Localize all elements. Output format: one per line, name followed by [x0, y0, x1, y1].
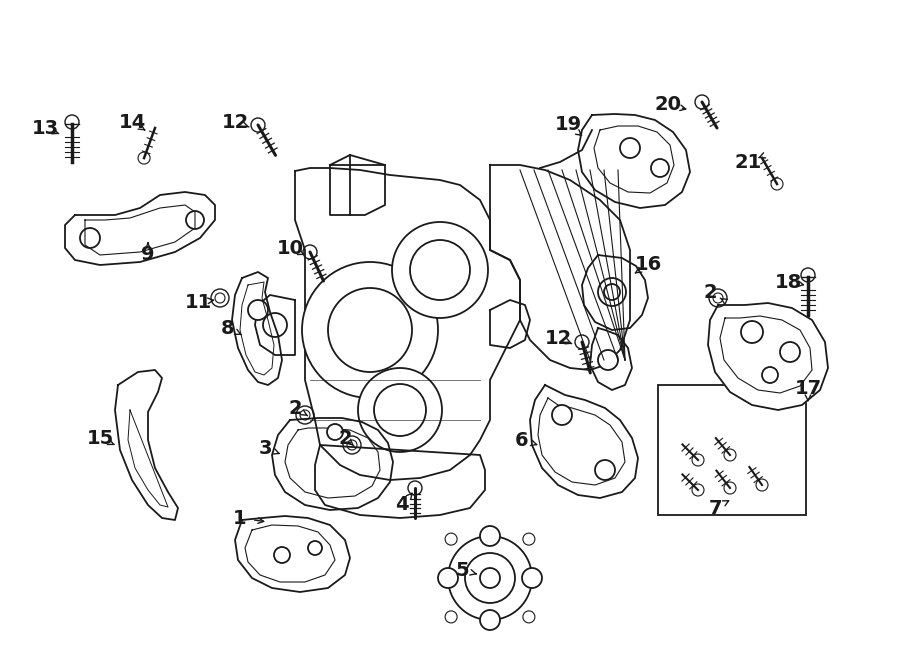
Text: 16: 16 [634, 256, 662, 274]
Polygon shape [590, 328, 632, 390]
Text: 17: 17 [795, 379, 822, 397]
Circle shape [65, 115, 79, 129]
Circle shape [741, 321, 763, 343]
Circle shape [215, 293, 225, 303]
Text: 13: 13 [32, 118, 58, 137]
Text: 20: 20 [654, 95, 681, 114]
Circle shape [724, 449, 736, 461]
Circle shape [438, 568, 458, 588]
Circle shape [695, 95, 709, 109]
Polygon shape [490, 165, 630, 370]
Circle shape [465, 553, 515, 603]
Circle shape [408, 481, 422, 495]
Polygon shape [115, 370, 178, 520]
Circle shape [358, 368, 442, 452]
Text: 8: 8 [221, 319, 235, 338]
Circle shape [302, 262, 438, 398]
Text: 3: 3 [258, 438, 272, 457]
Circle shape [801, 268, 815, 282]
Text: 9: 9 [141, 245, 155, 264]
Circle shape [598, 278, 626, 306]
Circle shape [308, 541, 322, 555]
Text: 2: 2 [338, 428, 352, 447]
Circle shape [480, 610, 500, 630]
Circle shape [327, 424, 343, 440]
Circle shape [523, 533, 535, 545]
Circle shape [138, 152, 150, 164]
Circle shape [480, 526, 500, 546]
Circle shape [448, 536, 532, 620]
Polygon shape [272, 418, 393, 510]
Circle shape [756, 479, 768, 491]
Circle shape [522, 568, 542, 588]
Circle shape [692, 484, 704, 496]
Circle shape [604, 284, 620, 300]
Polygon shape [255, 295, 295, 355]
Text: 5: 5 [455, 561, 469, 580]
Text: 4: 4 [395, 496, 409, 514]
Circle shape [575, 335, 589, 349]
Bar [658, 385, 806, 515]
Circle shape [392, 222, 488, 318]
Circle shape [347, 440, 357, 450]
Circle shape [446, 611, 457, 623]
Circle shape [248, 300, 268, 320]
Circle shape [303, 245, 317, 259]
Circle shape [274, 547, 290, 563]
Circle shape [211, 289, 229, 307]
Circle shape [343, 436, 361, 454]
Text: 6: 6 [515, 430, 529, 449]
Polygon shape [578, 114, 690, 208]
Polygon shape [232, 272, 282, 385]
Circle shape [374, 384, 426, 436]
Polygon shape [708, 303, 828, 410]
Text: 10: 10 [276, 239, 303, 258]
Circle shape [186, 211, 204, 229]
Circle shape [480, 568, 500, 588]
Text: 14: 14 [119, 112, 146, 132]
Polygon shape [330, 165, 385, 215]
Circle shape [251, 118, 265, 132]
Text: 21: 21 [734, 153, 761, 171]
Text: 19: 19 [554, 116, 581, 134]
Circle shape [263, 313, 287, 337]
Circle shape [595, 460, 615, 480]
Polygon shape [490, 300, 530, 348]
Text: 2: 2 [703, 282, 716, 301]
Polygon shape [582, 255, 648, 330]
Text: 18: 18 [774, 272, 802, 292]
Text: 2: 2 [288, 399, 302, 418]
Text: 12: 12 [221, 112, 248, 132]
Circle shape [762, 367, 778, 383]
Circle shape [651, 159, 669, 177]
Circle shape [724, 482, 736, 494]
Polygon shape [235, 516, 350, 592]
Circle shape [410, 240, 470, 300]
Circle shape [552, 405, 572, 425]
Circle shape [620, 138, 640, 158]
Polygon shape [530, 385, 638, 498]
Polygon shape [65, 192, 215, 265]
Circle shape [80, 228, 100, 248]
Circle shape [771, 178, 783, 190]
Text: 1: 1 [233, 508, 247, 527]
Circle shape [328, 288, 412, 372]
Text: 15: 15 [86, 428, 113, 447]
Circle shape [713, 293, 723, 303]
Polygon shape [295, 168, 520, 480]
Text: 12: 12 [544, 329, 572, 348]
Circle shape [709, 289, 727, 307]
Circle shape [300, 410, 310, 420]
Circle shape [446, 533, 457, 545]
Circle shape [598, 350, 618, 370]
Circle shape [692, 454, 704, 466]
Circle shape [296, 406, 314, 424]
Circle shape [780, 342, 800, 362]
Text: 7: 7 [708, 498, 722, 518]
Circle shape [523, 611, 535, 623]
Text: 11: 11 [184, 293, 212, 311]
